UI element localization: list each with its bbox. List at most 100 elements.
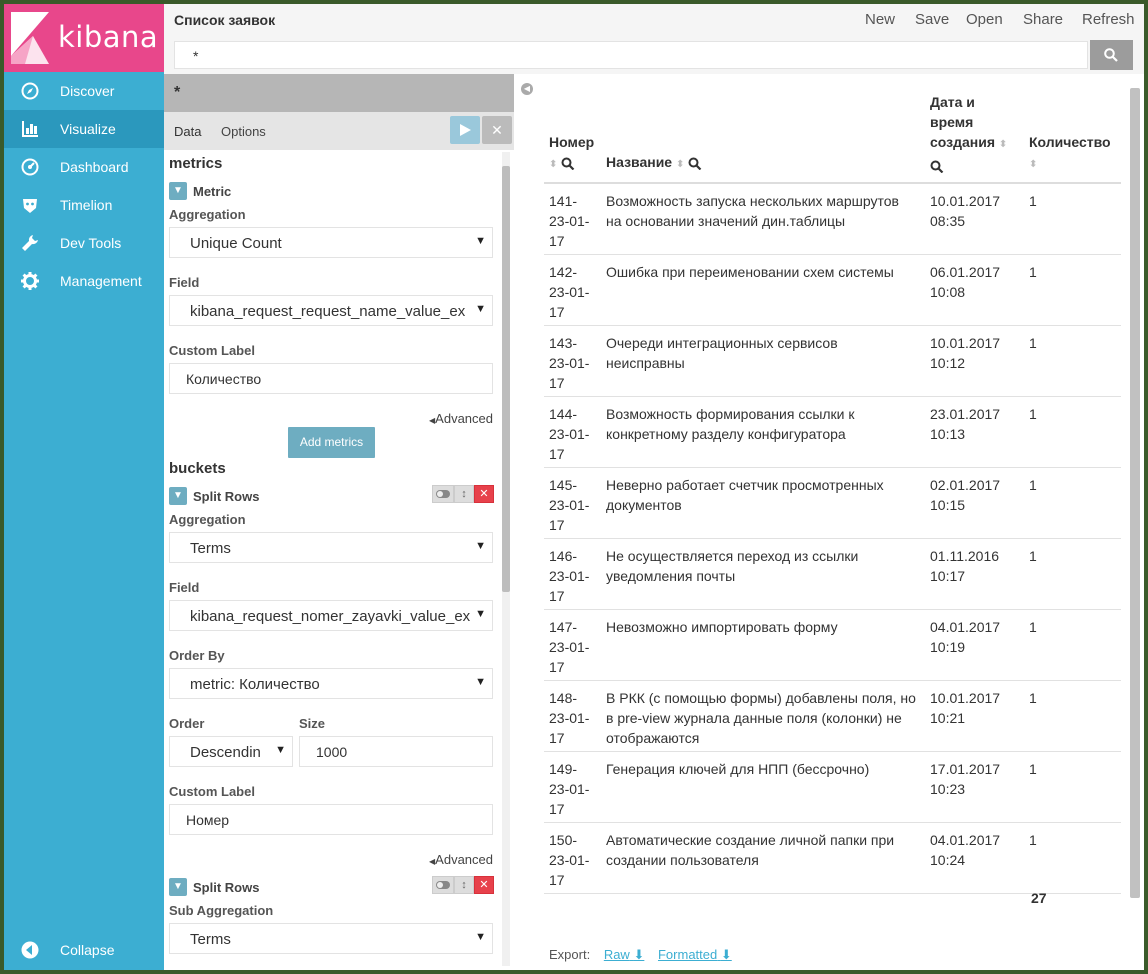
table-row: 147- 23-01- 17 Невозможно импортировать фор… (544, 609, 1121, 681)
top-nav: Список заявок New Save Open Share Refres… (164, 4, 1144, 34)
remove-icon[interactable]: ✕ (474, 485, 494, 503)
cell-number-line: 23-01- (549, 568, 590, 584)
search-input[interactable]: * (174, 41, 1088, 69)
metric-agg-header[interactable]: ▼ Metric (169, 182, 495, 202)
results-scrollbar[interactable] (1130, 88, 1140, 898)
collapse-sidebar-icon[interactable]: ◀ (521, 83, 533, 95)
column-header-name[interactable]: Название ⬍ (601, 88, 925, 184)
discard-button[interactable]: ✕ (482, 116, 512, 144)
download-icon: ⬇ (720, 947, 732, 962)
cell-name-line: неисправны (606, 355, 685, 371)
cell-number-line: 17 (549, 730, 565, 746)
size-input[interactable]: 1000 (299, 736, 493, 767)
sort-icon[interactable]: ⬍ (1029, 159, 1038, 170)
sidebar-item-management[interactable]: Management (4, 262, 164, 300)
sidebar-item-discover[interactable]: Discover (4, 72, 164, 110)
sort-icon[interactable]: ⬍ (675, 159, 685, 170)
index-pattern-header: * (164, 74, 514, 112)
sidebar-item-dev-tools[interactable]: Dev Tools (4, 224, 164, 262)
order-select[interactable]: Descendin ▼ (169, 736, 293, 767)
custom-label-input[interactable]: Номер (169, 804, 493, 835)
table-row: 149- 23-01- 17 Генерация ключей для НПП (бе… (544, 751, 1121, 823)
cell-date: 01.11.2016 10:17 (925, 538, 1024, 610)
cell-count: 1 (1024, 680, 1121, 752)
cell-date-line: 04.01.2017 (930, 619, 1001, 635)
chevron-down-icon[interactable]: ▼ (169, 878, 187, 896)
export-formatted-link[interactable]: Formatted ⬇ (657, 947, 732, 962)
sidebar-item-dashboard[interactable]: Dashboard (4, 148, 164, 186)
kibana-logo[interactable]: kibana (4, 4, 164, 72)
apply-button[interactable] (450, 116, 480, 144)
toggle-switch-icon[interactable] (432, 485, 454, 503)
cell-name: Ошибка при переименовании схем системы (601, 254, 925, 326)
new-button[interactable]: New (865, 11, 896, 28)
advanced-toggle[interactable]: ◀Advanced (429, 411, 493, 426)
reorder-icon[interactable]: ↕ (454, 876, 474, 894)
table-row: 145- 23-01- 17 Неверно работает счетчик про… (544, 467, 1121, 539)
split-rows-header[interactable]: ▼ Split Rows ↕ ✕ (169, 485, 495, 507)
save-button[interactable]: Save (915, 11, 950, 28)
table-header-row: Номер ⬍ Название ⬍ Дата и время создания… (544, 88, 1121, 184)
chevron-down-icon[interactable]: ▼ (169, 487, 187, 505)
share-button[interactable]: Share (1023, 11, 1064, 28)
tab-options[interactable]: Options (221, 124, 266, 139)
sub-aggregation-select[interactable]: Terms ▼ (169, 923, 493, 954)
column-header-date[interactable]: Дата и время создания ⬍ (925, 88, 1024, 184)
logo-text: kibana (58, 20, 159, 54)
editor-scrollbar[interactable] (502, 152, 510, 966)
split-rows-header[interactable]: ▼ Split Rows ↕ ✕ (169, 876, 495, 898)
cell-count: 1 (1024, 467, 1121, 539)
advanced-toggle[interactable]: ◀Advanced (429, 852, 493, 867)
page-title: Список заявок (174, 12, 276, 28)
timelion-icon (23, 199, 37, 213)
column-header-count[interactable]: Количество ⬍ (1024, 88, 1121, 184)
sort-icon[interactable]: ⬍ (549, 159, 558, 170)
cell-date-line: 01.11.2016 (930, 548, 1000, 564)
filter-icon[interactable] (561, 157, 575, 170)
aggregation-select[interactable]: Unique Count ▼ (169, 227, 493, 258)
add-metrics-button[interactable]: Add metrics (288, 427, 375, 458)
collapse-button[interactable]: Collapse (4, 931, 164, 969)
order-by-select[interactable]: metric: Количество ▼ (169, 668, 493, 699)
column-header-number[interactable]: Номер ⬍ (544, 88, 601, 184)
tab-data[interactable]: Data (174, 124, 202, 139)
refresh-button[interactable]: Refresh (1082, 11, 1135, 28)
filter-icon[interactable] (688, 157, 702, 170)
filter-icon[interactable] (930, 160, 944, 173)
cell-name-line: Ошибка при переименовании схем системы (606, 264, 894, 280)
sort-icon[interactable]: ⬍ (998, 139, 1008, 150)
cell-name: В РКК (с помощью формы) добавлены поля, … (601, 680, 925, 752)
caret-down-icon: ▼ (271, 744, 286, 756)
toggle-switch-icon[interactable] (432, 876, 454, 894)
cell-name-line: Неверно работает счетчик просмотренных (606, 477, 884, 493)
scrollbar-thumb[interactable] (502, 166, 510, 592)
remove-icon[interactable]: ✕ (474, 876, 494, 894)
export-raw-link[interactable]: Raw ⬇ (603, 947, 645, 962)
cell-date-line: 10.01.2017 (930, 335, 1001, 351)
sidebar-item-timelion[interactable]: Timelion (4, 186, 164, 224)
reorder-icon[interactable]: ↕ (454, 485, 474, 503)
cell-number-line: 23-01- (549, 213, 590, 229)
search-bar: * (164, 34, 1144, 74)
cell-number: 150- 23-01- 17 (544, 822, 601, 894)
field-select[interactable]: kibana_request_request_name_value_ex ▼ (169, 295, 493, 326)
search-button[interactable] (1090, 40, 1133, 70)
chevron-down-icon[interactable]: ▼ (169, 182, 187, 200)
cell-number: 147- 23-01- 17 (544, 609, 601, 681)
custom-label-input[interactable]: Количество (169, 363, 493, 394)
cell-name-line: документов (606, 497, 682, 513)
cell-number-line: 17 (549, 304, 565, 320)
bucket-field-select[interactable]: kibana_request_nomer_zayavki_value_ex ▼ (169, 600, 493, 631)
agg-title: Split Rows (193, 880, 260, 895)
cell-number-line: 144- (549, 406, 578, 422)
cell-name-line: Невозможно импортировать форму (606, 619, 838, 635)
cell-date-line: 08:35 (930, 213, 966, 229)
cell-count: 1 (1024, 183, 1121, 255)
open-button[interactable]: Open (966, 11, 1003, 28)
cell-number-line: 148- (549, 690, 578, 706)
select-value: Unique Count (190, 235, 282, 252)
bucket-aggregation-select[interactable]: Terms ▼ (169, 532, 493, 563)
cell-date-line: 10:13 (930, 426, 966, 442)
cell-name-line: Генерация ключей для НПП (бессрочно) (606, 761, 870, 777)
sidebar-item-visualize[interactable]: Visualize (4, 110, 164, 148)
